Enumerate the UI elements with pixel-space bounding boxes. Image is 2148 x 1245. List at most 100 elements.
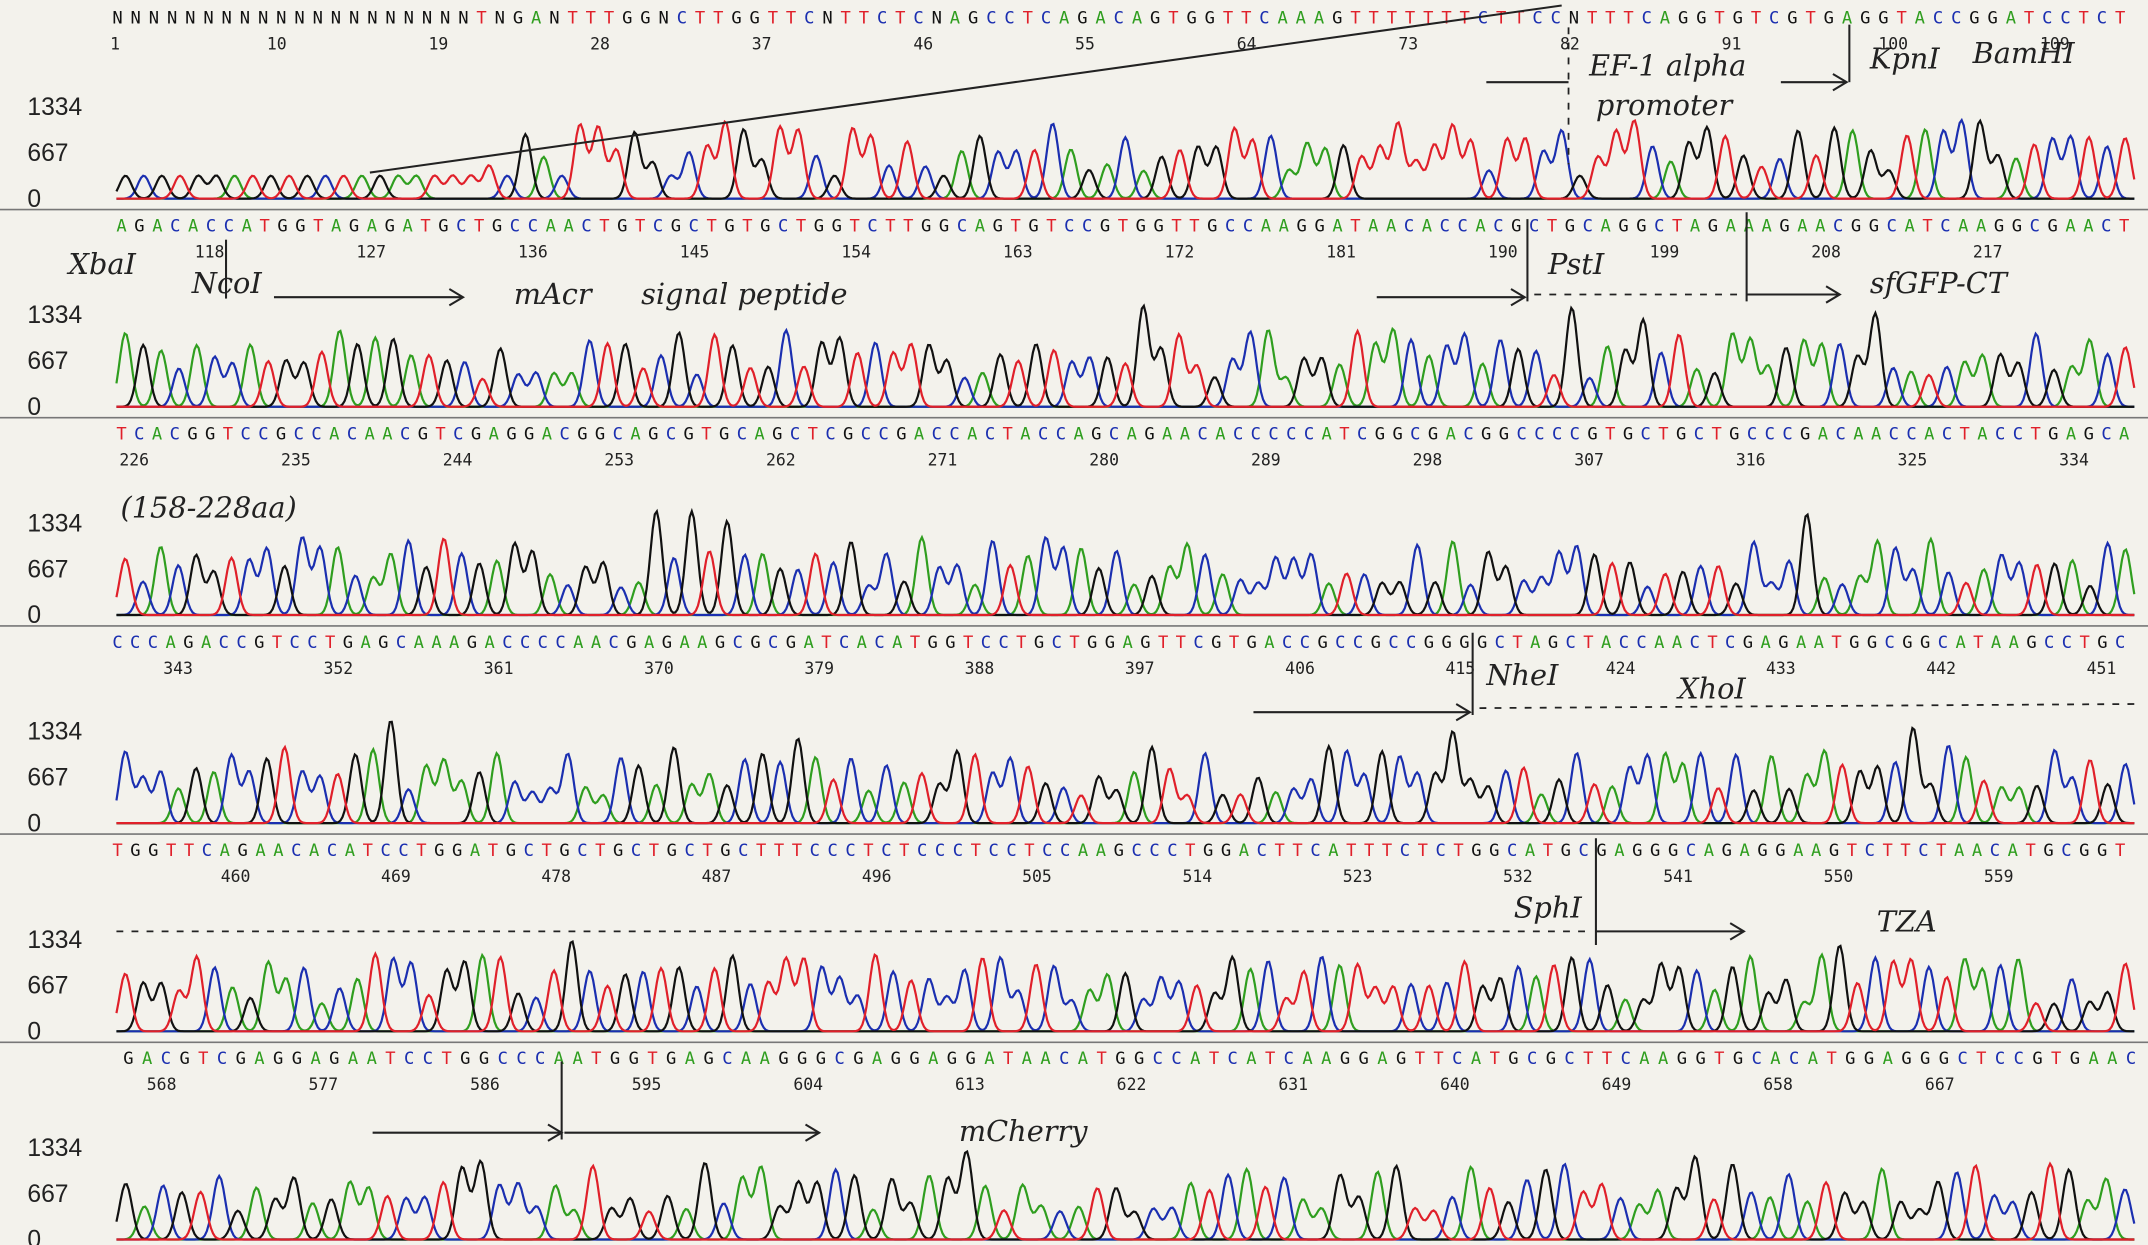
base-position: 217 <box>1973 242 2003 261</box>
annotation: BamHI <box>1972 36 2076 70</box>
base-position: 208 <box>1811 242 1841 261</box>
base-position: 568 <box>147 1075 177 1094</box>
base-position: 226 <box>119 451 149 470</box>
annotation: signal peptide <box>641 277 847 311</box>
annotation: EF-1 alpha <box>1588 48 1746 82</box>
base-position: 91 <box>1722 34 1742 53</box>
y-tick-label: 1334 <box>27 510 82 537</box>
annotation: XbaI <box>66 247 136 281</box>
base-position: 505 <box>1022 867 1052 886</box>
base-position: 262 <box>766 451 796 470</box>
annotation: mAcr <box>514 277 594 311</box>
arrow-head <box>1729 922 1746 941</box>
y-tick-label: 667 <box>27 140 68 167</box>
y-tick-label: 1334 <box>27 927 82 954</box>
base-position: 127 <box>356 242 386 261</box>
annotation: NheI <box>1485 658 1559 692</box>
annotation: promoter <box>1596 88 1735 122</box>
y-tick-label: 0 <box>27 810 41 837</box>
annotation: XhoI <box>1676 672 1746 706</box>
trace-t <box>116 328 2136 408</box>
y-tick-label: 1334 <box>27 719 82 746</box>
y-tick-label: 667 <box>27 348 68 375</box>
base-position: 550 <box>1824 867 1854 886</box>
base-position: 451 <box>2087 659 2117 678</box>
base-position: 181 <box>1326 242 1356 261</box>
base-position: 28 <box>590 34 610 53</box>
annotation: sfGFP-CT <box>1870 266 2009 300</box>
base-position: 631 <box>1278 1075 1308 1094</box>
base-position: 487 <box>702 867 732 886</box>
base-position: 316 <box>1736 451 1766 470</box>
base-position: 478 <box>541 867 571 886</box>
base-position: 622 <box>1117 1075 1147 1094</box>
base-position: 46 <box>913 34 933 53</box>
base-position: 10 <box>267 34 287 53</box>
base-position: 604 <box>793 1075 823 1094</box>
trace-t <box>116 119 2136 200</box>
base-position: 289 <box>1251 451 1281 470</box>
arrow-head <box>448 288 466 307</box>
base-position: 100 <box>1878 34 1908 53</box>
base-position: 235 <box>281 451 311 470</box>
base-position: 523 <box>1343 867 1373 886</box>
base-position: 613 <box>955 1075 985 1094</box>
base-position: 667 <box>1925 1075 1955 1094</box>
y-tick-label: 0 <box>27 1227 41 1245</box>
base-position: 55 <box>1075 34 1095 53</box>
base-position: 370 <box>644 659 674 678</box>
trace-a <box>116 746 2135 825</box>
base-position: 280 <box>1089 451 1119 470</box>
base-position: 388 <box>965 659 995 678</box>
base-position: 343 <box>163 659 193 678</box>
base-position: 379 <box>804 659 834 678</box>
annotation: PstI <box>1547 247 1605 281</box>
base-position: 82 <box>1560 34 1580 53</box>
base-position: 577 <box>308 1075 338 1094</box>
base-position: 244 <box>443 451 473 470</box>
base-position: 442 <box>1926 659 1956 678</box>
base-position: 361 <box>484 659 514 678</box>
base-position: 649 <box>1602 1075 1632 1094</box>
base-position: 424 <box>1606 659 1636 678</box>
base-position: 307 <box>1574 451 1604 470</box>
base-position: 145 <box>680 242 710 261</box>
dashed-region <box>1479 703 2138 709</box>
y-tick-label: 667 <box>27 1181 68 1208</box>
base-position: 37 <box>752 34 772 53</box>
trace-t <box>115 951 2136 1033</box>
base-position: 73 <box>1398 34 1418 53</box>
guide-line <box>369 4 1562 174</box>
base-position: 514 <box>1182 867 1212 886</box>
base-position: 496 <box>862 867 892 886</box>
arrow-head <box>1832 73 1849 92</box>
base-position: 658 <box>1763 1075 1793 1094</box>
annotation: TZA <box>1877 904 1937 938</box>
y-tick-label: 0 <box>27 602 41 629</box>
arrow-head <box>547 1123 564 1142</box>
base-position: 352 <box>324 659 354 678</box>
base-position: 397 <box>1125 659 1155 678</box>
base-position: 469 <box>381 867 411 886</box>
base-position: 406 <box>1285 659 1315 678</box>
base-position: 1 <box>110 34 120 53</box>
base-position: 172 <box>1165 242 1195 261</box>
y-tick-label: 0 <box>27 394 41 421</box>
base-position: 118 <box>195 242 225 261</box>
y-tick-label: 667 <box>27 556 68 583</box>
base-position: 586 <box>470 1075 500 1094</box>
base-position: 163 <box>1003 242 1033 261</box>
